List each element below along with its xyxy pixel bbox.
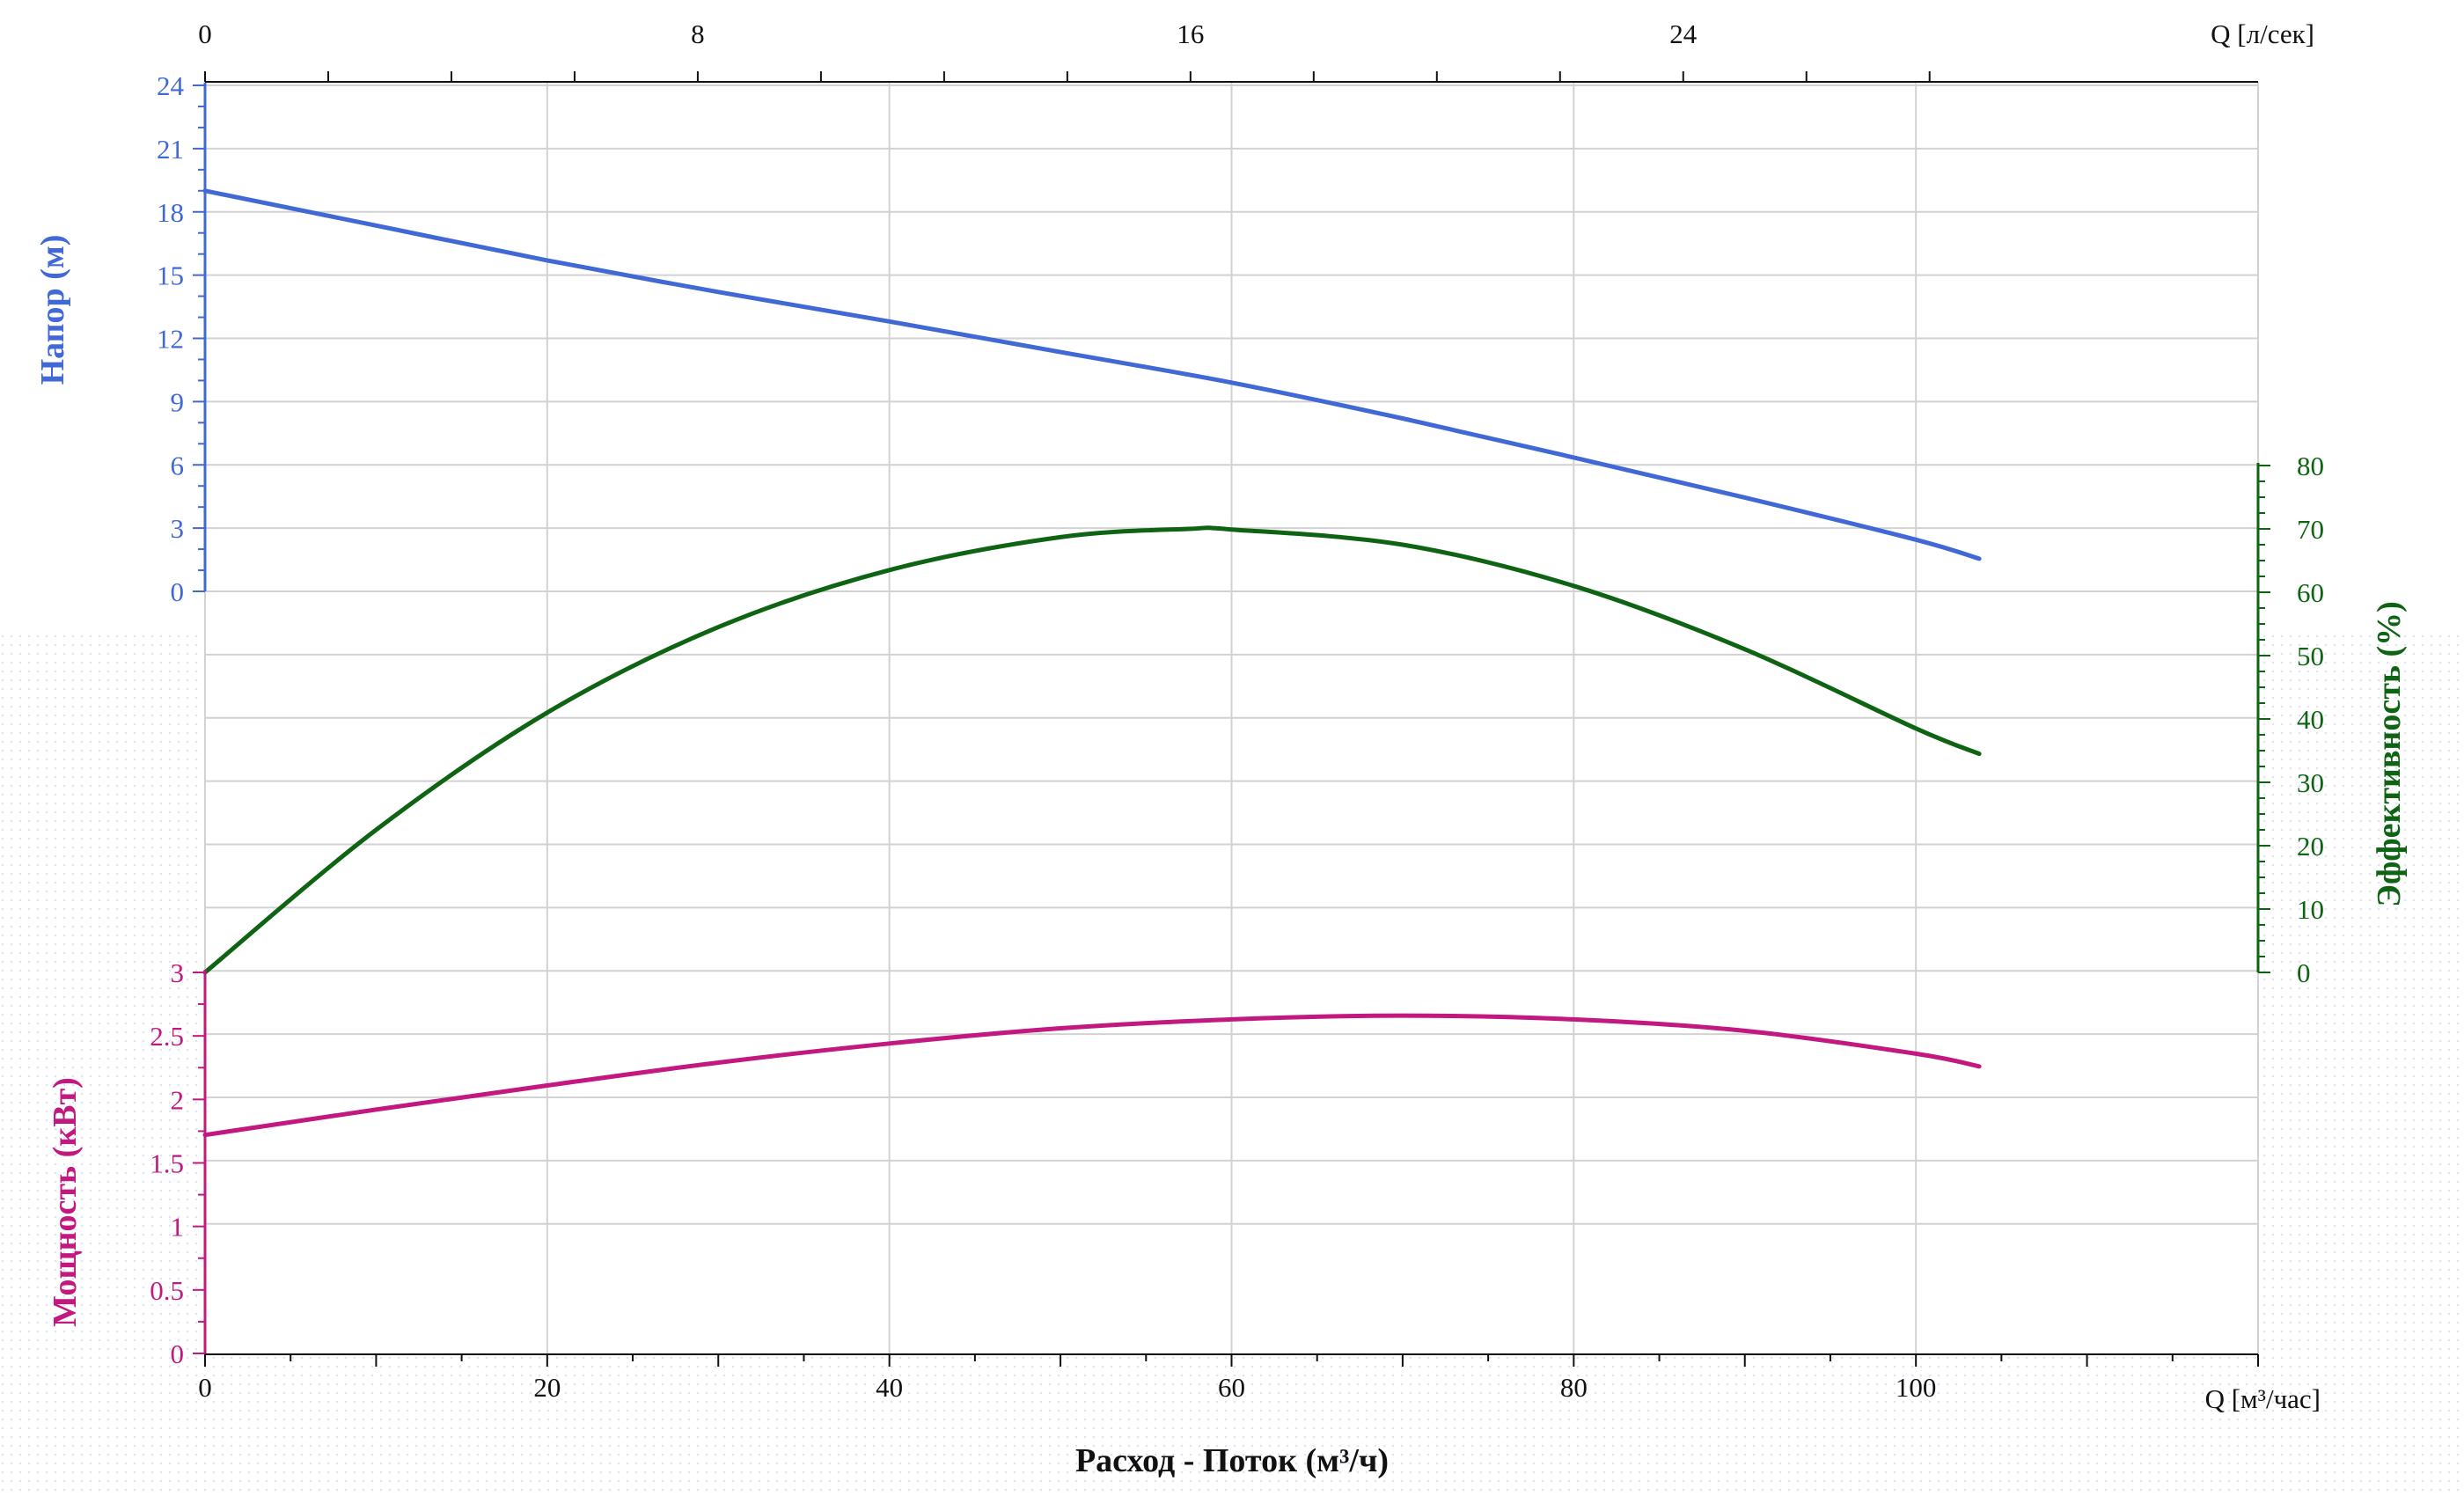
x-axis-title: Расход - Поток (м³/ч) [1075,1442,1389,1479]
head-curve [202,188,1982,561]
x2-axis-tick-label: 16 [1177,18,1204,49]
x-axis-tick-label: 20 [533,1372,561,1403]
head-axis-tick-label: 3 [171,513,185,544]
head-axis-tick-label: 21 [157,134,184,165]
head-axis-tick-label: 12 [157,324,184,355]
power-axis-tick-label: 0.5 [150,1275,184,1306]
power-axis-tick-label: 1 [171,1212,185,1243]
efficiency-axis-tick-label: 0 [2297,957,2311,988]
head-axis-tick-label: 18 [157,197,184,228]
x2-axis-tick-label: 24 [1669,18,1698,49]
head-axis-tick-label: 0 [171,576,185,607]
efficiency-axis-tick-label: 10 [2297,894,2324,925]
x2-axis-unit-label: Q [л/сек] [2211,18,2314,49]
head-axis-tick-label: 15 [157,260,184,291]
efficiency-axis-tick-label: 70 [2297,514,2324,545]
efficiency-axis-tick-label: 40 [2297,704,2324,735]
power-axis-tick-label: 2.5 [150,1021,184,1052]
head-axis-tick-label: 24 [157,70,185,101]
power-axis-tick-label: 0 [171,1338,185,1369]
power-axis-title: Мощность (кВт) [47,1077,84,1327]
head-axis-tick-label: 6 [171,450,185,480]
x-axis-tick-label: 60 [1218,1372,1245,1403]
efficiency-axis-title: Эффективность (%) [2371,601,2408,907]
x2-axis-tick-label: 0 [198,18,212,49]
power-axis-tick-label: 1.5 [150,1148,184,1179]
series-layer [202,188,1982,1138]
x2-axis-tick-label: 8 [691,18,705,49]
power-axis-tick-label: 3 [171,957,185,988]
efficiency-axis-tick-label: 80 [2297,451,2324,481]
head-axis-title: Напор (м) [34,235,71,385]
x-axis-tick-label: 100 [1896,1372,1937,1403]
efficiency-curve [202,525,1982,975]
head-axis-tick-label: 9 [171,386,185,417]
power-axis-tick-label: 2 [171,1084,185,1115]
efficiency-axis-tick-label: 50 [2297,641,2324,671]
efficiency-axis-tick-label: 60 [2297,577,2324,608]
x-axis-tick-label: 40 [876,1372,903,1403]
x-axis-unit-label: Q [м³/час] [2205,1383,2321,1414]
efficiency-axis-tick-label: 30 [2297,767,2324,798]
power-curve [202,1013,1982,1138]
efficiency-axis-tick-label: 20 [2297,831,2324,862]
x-axis-tick-label: 0 [198,1372,212,1403]
x-axis-tick-label: 80 [1560,1372,1588,1403]
